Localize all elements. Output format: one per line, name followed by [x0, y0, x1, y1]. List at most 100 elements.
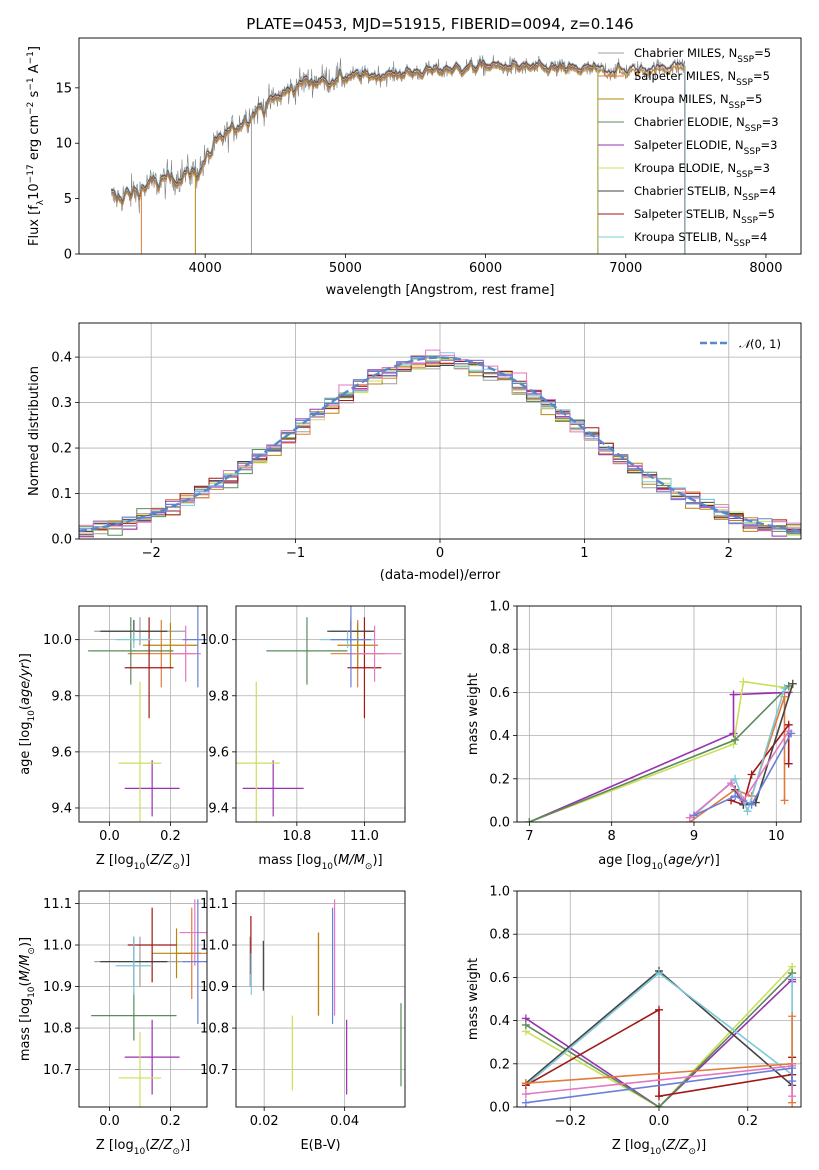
x-tick-label: 0.0	[99, 829, 120, 844]
mass_vs_Z-plot-area	[91, 899, 207, 1107]
figure-title: PLATE=0453, MJD=51915, FIBERID=0094, z=0…	[246, 15, 633, 33]
model-spectrum-line	[111, 59, 598, 204]
y-tick-label: 0.4	[51, 351, 72, 366]
x-tick-label: 4000	[189, 261, 222, 276]
mass-weight-line	[528, 691, 789, 822]
age_vs_mass-plot-area	[236, 606, 402, 822]
y-tick-label: 0.0	[489, 816, 510, 831]
mass-weight-marker	[729, 740, 738, 749]
mass-weight-marker	[780, 684, 789, 693]
mass-weight-marker	[731, 774, 740, 783]
axes-frame	[78, 605, 208, 823]
y-tick-label: 0.2	[51, 442, 72, 457]
y-tick-label: 0.0	[489, 1101, 510, 1116]
mass-weight-marker	[655, 1092, 663, 1101]
residuals-plot-area	[79, 349, 801, 539]
x-axis-label: E(B-V)	[300, 1138, 340, 1153]
mass_vs_ebv-axes: 0.02 0.04 10.7 10.8 10.9 11.0 11.1 E(B-V)	[200, 890, 406, 1153]
y-tick-label: 15	[55, 81, 72, 96]
mass-weight-marker	[787, 729, 796, 738]
axes-frame	[235, 890, 406, 1108]
x-tick-label: −1	[286, 546, 305, 561]
axes-frame	[516, 605, 802, 823]
axes-frame	[78, 890, 208, 1108]
x-tick-label: 0.02	[250, 1114, 279, 1129]
y-tick-label: 0.1	[51, 487, 72, 502]
y-tick-label: 10.8	[43, 1022, 72, 1037]
legend: 𝒩(0, 1)	[700, 337, 781, 351]
x-tick-label: 10	[768, 829, 785, 844]
x-axis-label: age [log10(age/yr)]	[598, 853, 720, 872]
legend-label: Salpeter ELODIE, NSSP=3	[634, 138, 777, 157]
residuals-axes: −2 −1 0 1 2 0.0 0.1 0.2 0.3 0.4 (data-model)/error…	[27, 322, 802, 583]
y-tick-label: 0.8	[489, 928, 510, 943]
residual-histogram-line	[79, 352, 801, 537]
mass-weight-line	[525, 1008, 793, 1098]
x-tick-label: 0	[436, 546, 444, 561]
mass-weight-line	[525, 1016, 793, 1103]
mass-weight-marker	[685, 813, 694, 822]
normal-reference-curve	[79, 356, 801, 533]
legend-label: Chabrier STELIB, NSSP=4	[634, 184, 776, 203]
mass-weight-marker	[521, 1098, 530, 1107]
y-tick-label: 10.8	[200, 1022, 229, 1037]
x-tick-label: 9	[690, 829, 698, 844]
mass-weight-marker	[521, 1020, 530, 1029]
x-axis-label: Z [log10(Z/Z⊙)]	[96, 1138, 190, 1157]
spectrum-plot-area	[110, 55, 686, 254]
mass-weight-marker	[788, 1012, 797, 1021]
legend-label: Kroupa ELODIE, NSSP=3	[634, 161, 770, 180]
x-axis-label: wavelength [Angstrom, rest frame]	[326, 283, 555, 298]
legend-label: Salpeter MILES, NSSP=5	[634, 69, 770, 88]
legend-label: Salpeter STELIB, NSSP=5	[634, 207, 775, 226]
y-tick-label: 10.7	[200, 1063, 229, 1078]
mass-weight-marker	[729, 729, 738, 738]
y-tick-label: 9.4	[51, 801, 72, 816]
mass-weight-line	[693, 733, 792, 817]
y-tick-label: 11.0	[200, 939, 229, 954]
mass-weight-marker	[788, 1064, 797, 1073]
legend-label: Kroupa STELIB, NSSP=4	[634, 230, 767, 249]
x-tick-label: 0.2	[160, 1114, 181, 1129]
mass_vs_ebv-plot-area	[249, 899, 402, 1095]
y-tick-label: 9.8	[51, 689, 72, 704]
mass-weight-marker	[727, 779, 736, 788]
y-axis-label: Normed distribution	[27, 366, 42, 496]
legend-label: Chabrier MILES, NSSP=5	[634, 46, 771, 65]
x-axis-label: (data-model)/error	[380, 568, 501, 583]
y-tick-label: 0	[64, 248, 72, 263]
mass-weight-marker	[747, 770, 756, 779]
mass-weight-marker	[743, 807, 752, 816]
y-tick-label: 11.0	[43, 939, 72, 954]
y-tick-label: 5	[64, 192, 72, 207]
mass-weight-marker	[655, 1103, 663, 1107]
mass-weight-marker	[788, 1092, 797, 1101]
y-axis-label: mass weight	[466, 673, 481, 755]
axes-frame	[516, 890, 802, 1108]
mass-weight-marker	[747, 800, 756, 809]
y-tick-label: 0.0	[51, 533, 72, 548]
weight_vs_age-axes: 7 8 9 10 0.0 0.2 0.4 0.6 0.8 1.0 age [log10(age/yr…	[466, 600, 802, 872]
y-tick-label: 0.2	[489, 772, 510, 787]
legend-label: Chabrier ELODIE, NSSP=3	[634, 115, 779, 134]
y-tick-label: 9.8	[208, 689, 229, 704]
mass-weight-marker	[521, 1090, 530, 1099]
y-axis-label: age [log10(age/yr)]	[18, 653, 37, 775]
x-tick-label: −2	[142, 546, 161, 561]
x-tick-label: 0.04	[330, 1114, 359, 1129]
y-tick-label: 1.0	[489, 885, 510, 900]
x-tick-label: 11.0	[350, 829, 379, 844]
mass-weight-marker	[739, 677, 748, 686]
y-axis-label: mass weight	[466, 958, 481, 1040]
y-tick-label: 9.6	[208, 745, 229, 760]
y-tick-label: 9.4	[208, 801, 229, 816]
age_vs_Z-axes: 0.0 0.2 9.4 9.6 9.8 10.0 Z [log10(Z/Z⊙)] age [l…	[18, 605, 208, 872]
y-tick-label: 0.2	[489, 1057, 510, 1072]
axes-frame	[78, 37, 802, 255]
y-tick-label: 10.9	[200, 980, 229, 995]
mass-weight-marker	[729, 690, 738, 699]
x-tick-label: 5000	[329, 261, 362, 276]
mass-weight-marker	[655, 969, 663, 978]
x-tick-label: 7000	[609, 261, 642, 276]
